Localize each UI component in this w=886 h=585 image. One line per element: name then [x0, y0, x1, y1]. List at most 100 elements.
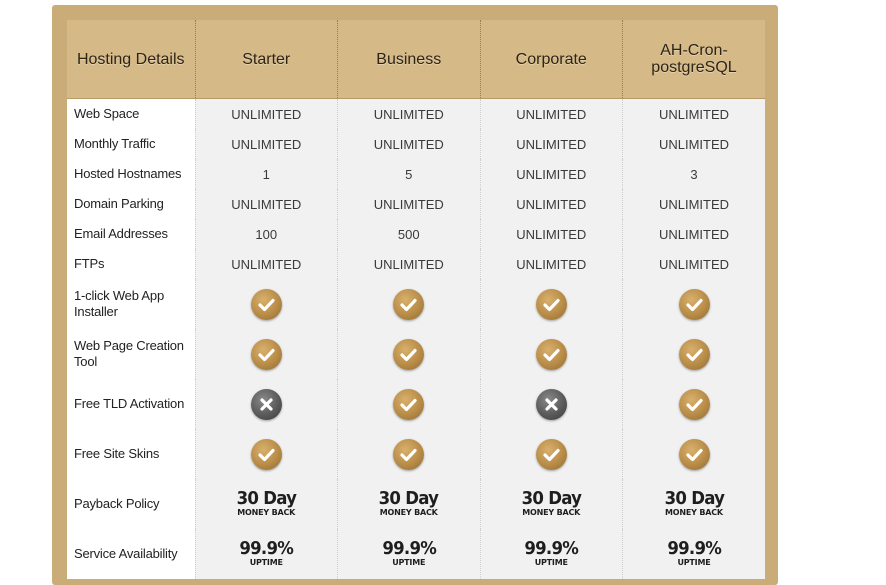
value-cell-starter: 100 [195, 219, 338, 249]
value-cell-ah-cron-postgresql: UNLIMITED [622, 249, 765, 279]
plan-header-ah-cron-postgresql: AH-Cron-postgreSQL [622, 20, 765, 99]
badge-headline: 99.9% [381, 538, 437, 559]
badge-headline: 99.9% [524, 538, 579, 559]
check-icon [535, 288, 567, 320]
check-icon [250, 288, 282, 320]
value-cell-corporate: UNLIMITED [480, 98, 623, 129]
badge-subtext: UPTIME [677, 558, 711, 567]
check-icon [678, 388, 710, 420]
feature-cell-corporate [480, 379, 623, 429]
value-cell-starter: UNLIMITED [195, 249, 338, 279]
value-cell-ah-cron-postgresql: UNLIMITED [622, 219, 765, 249]
badge-cell-corporate: 99.9% UPTIME [480, 529, 623, 579]
check-icon [393, 388, 425, 420]
table-row: Email Addresses 100 500 UNLIMITED UNLIMITED [67, 219, 765, 249]
value-cell-business: UNLIMITED [337, 129, 481, 159]
feature-cell-starter [195, 279, 338, 329]
value-cell-starter: UNLIMITED [195, 189, 338, 219]
value-cell-ah-cron-postgresql: UNLIMITED [622, 98, 765, 129]
badge-cell-business: 99.9% UPTIME [337, 529, 481, 579]
badge-headline: 30 Day [236, 488, 297, 509]
row-label: Free TLD Activation [67, 379, 196, 429]
value-cell-starter: 1 [195, 159, 338, 189]
row-label: Free Site Skins [67, 429, 196, 479]
table-row: Hosted Hostnames 1 5 UNLIMITED 3 [67, 159, 765, 189]
badge-subtext: MONEY BACK [237, 508, 296, 517]
badge-headline: 99.9% [239, 538, 294, 559]
feature-cell-corporate [480, 329, 623, 379]
check-icon [678, 288, 710, 320]
table-row: Payback Policy 30 Day MONEY BACK 30 Day MONE… [67, 479, 765, 529]
row-label: FTPs [67, 249, 196, 279]
guarantee-badge: 99.9% UPTIME [665, 540, 723, 567]
feature-cell-ah-cron-postgresql [622, 329, 765, 379]
row-label: Web Page Creation Tool [67, 329, 196, 379]
table-row: Service Availability 99.9% UPTIME 99.9% UPTI… [67, 529, 765, 579]
table-row: Web Space UNLIMITED UNLIMITED UNLIMITED UNLI… [67, 98, 765, 129]
check-icon [535, 438, 567, 470]
hosting-details-header: Hosting Details [67, 20, 196, 99]
value-cell-business: UNLIMITED [337, 98, 481, 129]
cross-icon [250, 388, 282, 420]
row-label: 1-click Web App Installer [67, 279, 196, 329]
table-row: Web Page Creation Tool [67, 329, 765, 379]
feature-cell-ah-cron-postgresql [622, 379, 765, 429]
table-row: Free TLD Activation [67, 379, 765, 429]
value-cell-ah-cron-postgresql: UNLIMITED [622, 189, 765, 219]
guarantee-badge: 30 Day MONEY BACK [662, 490, 727, 517]
value-cell-business: UNLIMITED [337, 249, 481, 279]
row-label: Service Availability [67, 529, 196, 579]
badge-cell-ah-cron-postgresql: 30 Day MONEY BACK [622, 479, 765, 529]
row-label: Payback Policy [67, 479, 196, 529]
value-cell-business: UNLIMITED [337, 189, 481, 219]
check-icon [393, 338, 425, 370]
badge-subtext: MONEY BACK [665, 508, 723, 517]
check-icon [678, 438, 710, 470]
badge-cell-ah-cron-postgresql: 99.9% UPTIME [622, 529, 765, 579]
value-cell-ah-cron-postgresql: 3 [622, 159, 765, 189]
feature-cell-starter [195, 329, 338, 379]
badge-subtext: MONEY BACK [379, 508, 438, 517]
badge-subtext: UPTIME [249, 558, 283, 567]
row-label: Hosted Hostnames [67, 159, 196, 189]
check-icon [678, 338, 710, 370]
value-cell-starter: UNLIMITED [195, 129, 338, 159]
feature-cell-business [337, 279, 481, 329]
value-cell-corporate: UNLIMITED [480, 129, 623, 159]
badge-subtext: MONEY BACK [522, 508, 581, 517]
value-cell-ah-cron-postgresql: UNLIMITED [622, 129, 765, 159]
feature-cell-ah-cron-postgresql [622, 429, 765, 479]
check-icon [250, 338, 282, 370]
check-icon [393, 288, 425, 320]
feature-cell-starter [195, 429, 338, 479]
guarantee-badge: 99.9% UPTIME [522, 540, 580, 567]
value-cell-corporate: UNLIMITED [480, 189, 623, 219]
badge-headline: 99.9% [667, 538, 722, 559]
badge-headline: 30 Day [664, 488, 724, 509]
badge-headline: 30 Day [521, 488, 582, 509]
guarantee-badge: 99.9% UPTIME [380, 540, 438, 567]
table-row: Domain Parking UNLIMITED UNLIMITED UNLIMITE… [67, 189, 765, 219]
row-label: Email Addresses [67, 219, 196, 249]
plan-header-starter: Starter [195, 20, 338, 99]
table-row: Monthly Traffic UNLIMITED UNLIMITED UNLIMIT… [67, 129, 765, 159]
badge-cell-corporate: 30 Day MONEY BACK [480, 479, 623, 529]
check-icon [535, 338, 567, 370]
plan-header-business: Business [337, 20, 481, 99]
table-row: Free Site Skins [67, 429, 765, 479]
guarantee-badge: 99.9% UPTIME [237, 540, 295, 567]
row-label: Monthly Traffic [67, 129, 196, 159]
row-label: Web Space [67, 98, 196, 129]
value-cell-starter: UNLIMITED [195, 98, 338, 129]
guarantee-badge: 30 Day MONEY BACK [519, 490, 584, 517]
badge-subtext: UPTIME [534, 558, 568, 567]
cross-icon [535, 388, 567, 420]
feature-cell-business [337, 429, 481, 479]
table-row: FTPs UNLIMITED UNLIMITED UNLIMITED UNLIMITED [67, 249, 765, 279]
badge-subtext: UPTIME [392, 558, 426, 567]
value-cell-business: 500 [337, 219, 481, 249]
badge-cell-business: 30 Day MONEY BACK [337, 479, 481, 529]
value-cell-corporate: UNLIMITED [480, 219, 623, 249]
feature-cell-ah-cron-postgresql [622, 279, 765, 329]
badge-headline: 30 Day [378, 488, 439, 509]
